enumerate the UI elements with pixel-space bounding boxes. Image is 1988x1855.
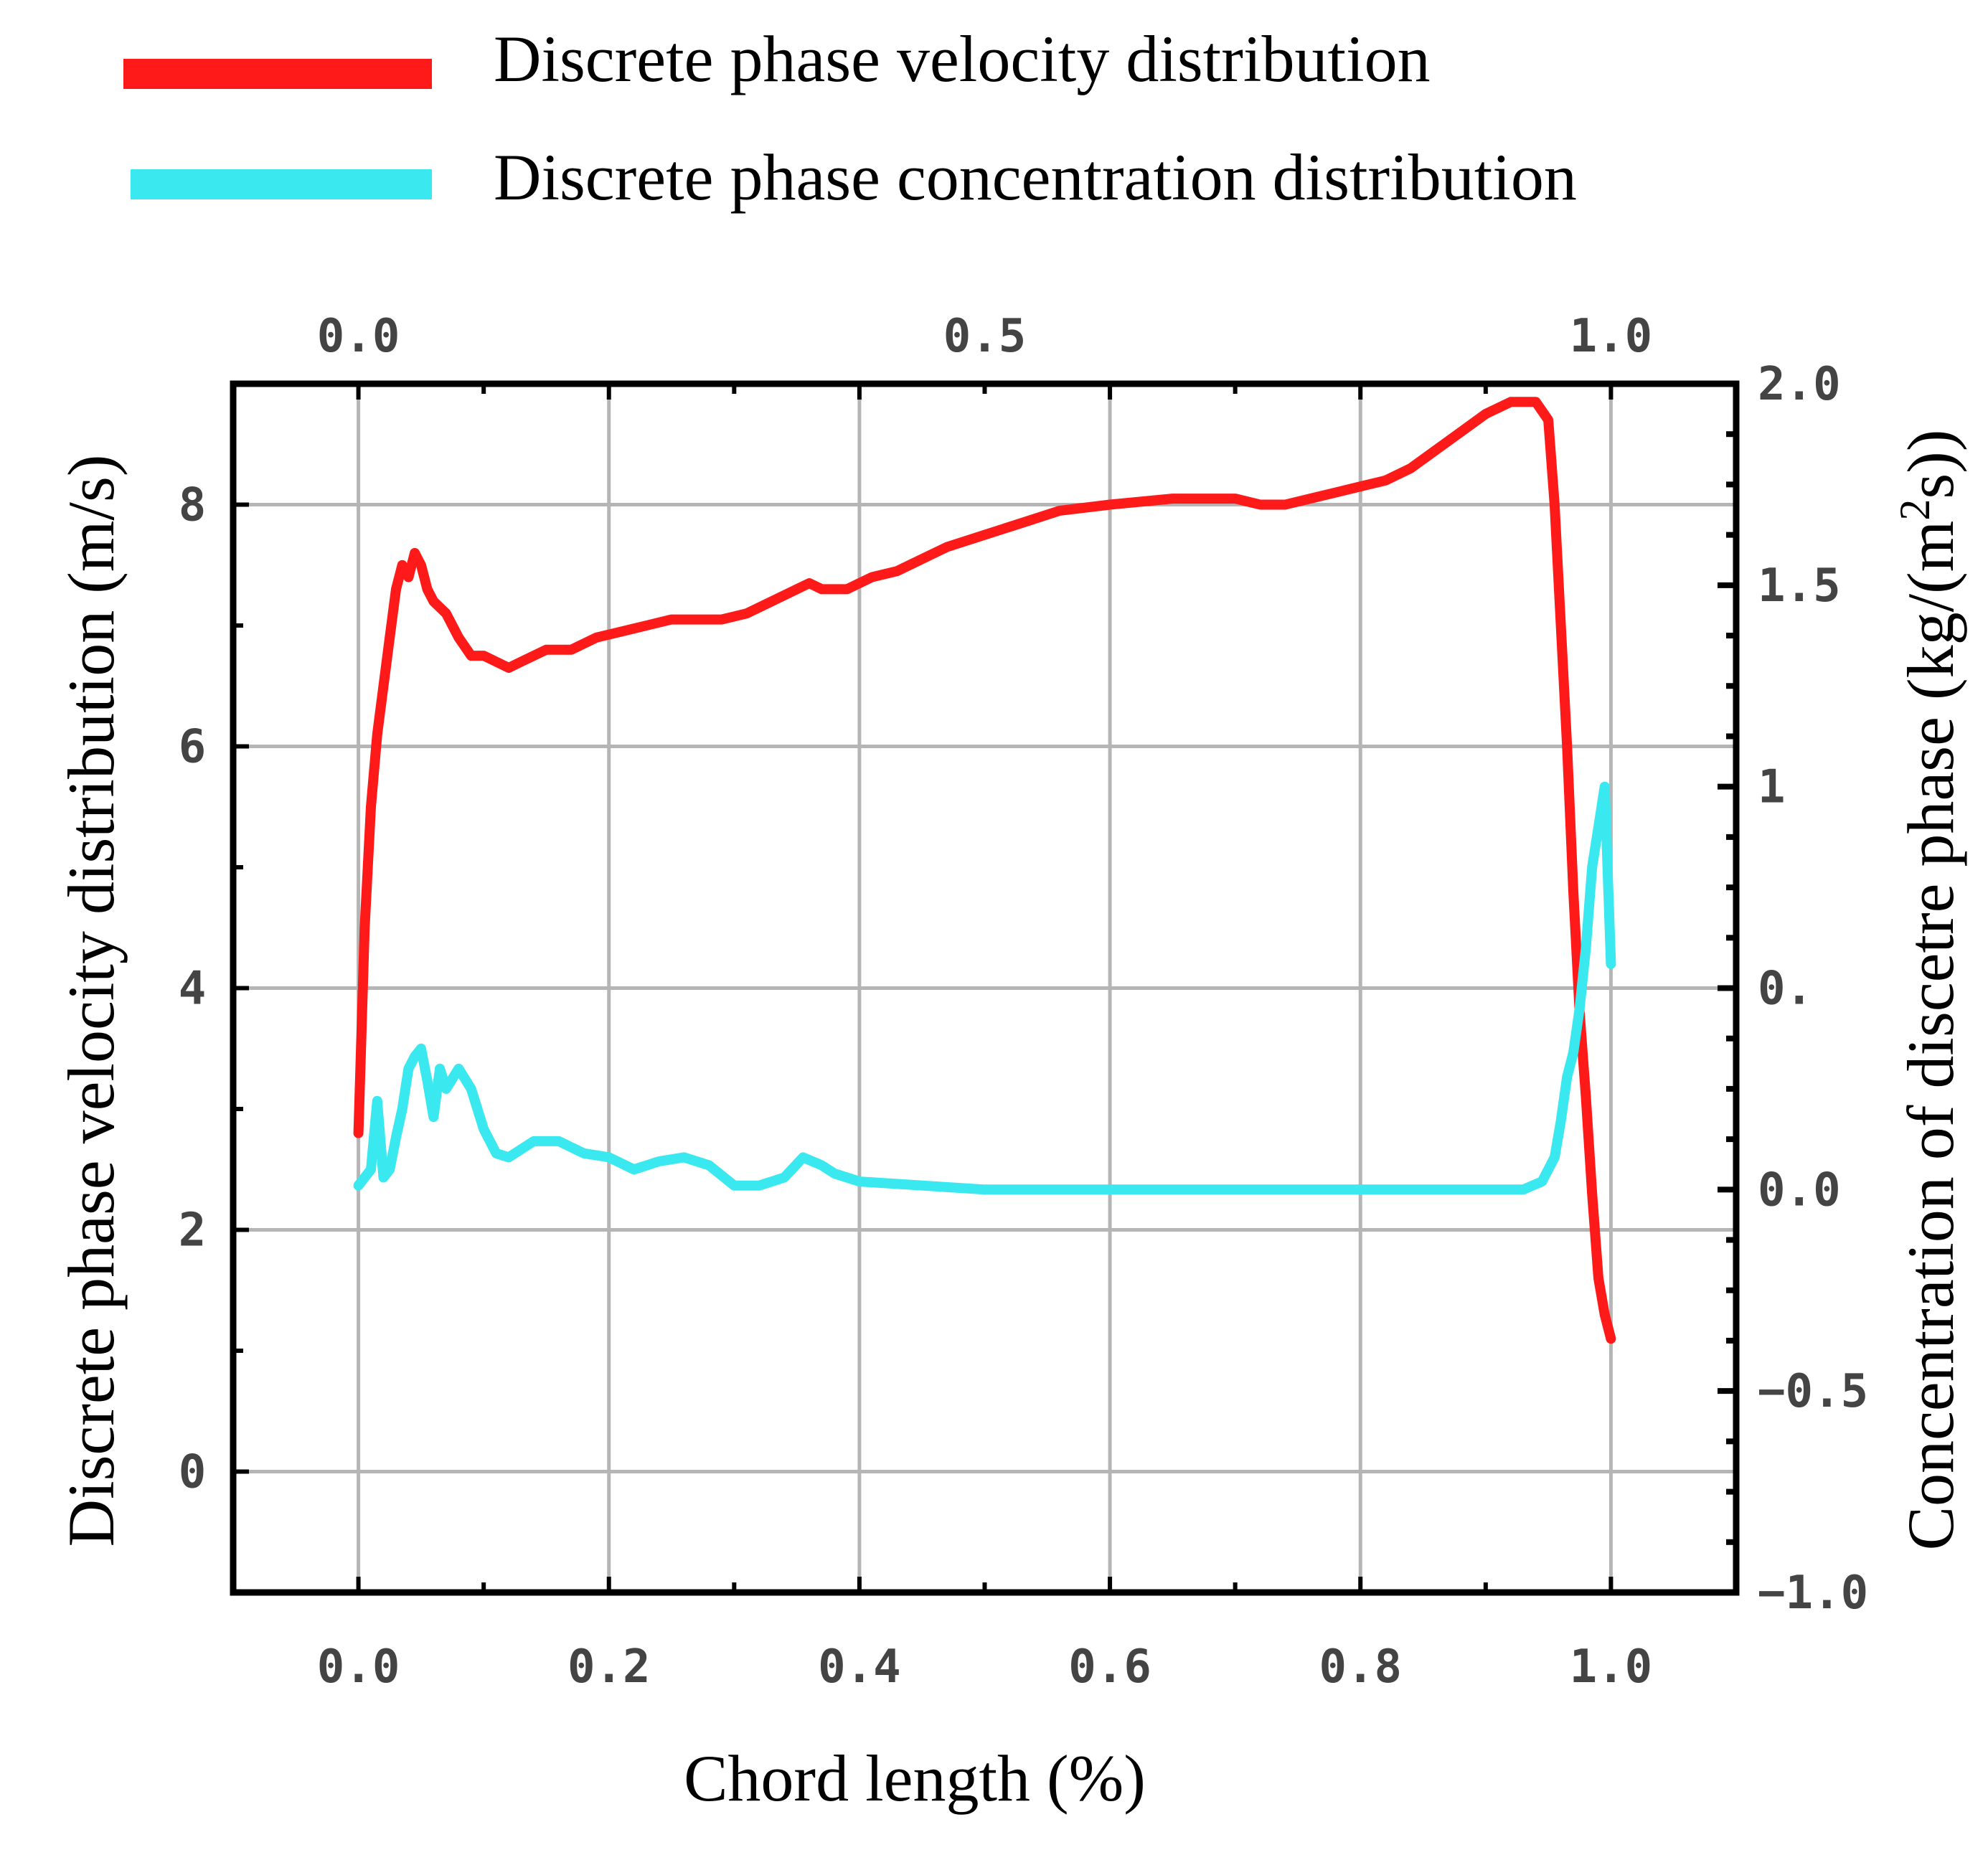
y2-tick-label: −1.0 [1758, 1567, 1868, 1620]
y-tick-label: 2 [179, 1204, 207, 1257]
y2-axis-title: Concentration of discetre phase (kg/(m2s… [1891, 430, 1967, 1551]
y-axis-title: Discrete phase velocity distribution (m/… [55, 455, 128, 1547]
x-tick-label: 0.8 [1319, 1641, 1402, 1694]
legend: Discrete phase velocity distribution Dis… [123, 22, 1577, 214]
x2-tick-label: 0.5 [943, 310, 1027, 363]
series-line-concentration [353, 781, 1616, 1195]
ticks [231, 381, 1738, 1595]
y2-tick-label: 1.5 [1758, 560, 1841, 613]
y2-tick-label: 0. [1758, 963, 1813, 1016]
grid [233, 384, 1736, 1592]
y-tick-label: 4 [179, 963, 207, 1016]
series [353, 397, 1616, 1344]
y2-tick-label: −0.5 [1758, 1365, 1868, 1418]
x-tick-label: 0.6 [1068, 1641, 1151, 1694]
x-tick-label: 0.2 [567, 1641, 651, 1694]
x-axis-title: Chord length (%) [684, 1742, 1146, 1815]
series-line-velocity [353, 397, 1616, 1344]
x-tick-label: 0.4 [818, 1641, 901, 1694]
y-tick-label: 8 [179, 479, 207, 532]
legend-swatch-concentration [131, 169, 432, 199]
y-tick-label: 0 [179, 1446, 207, 1499]
y2-tick-label: 0.0 [1758, 1163, 1841, 1217]
legend-label-velocity: Discrete phase velocity distribution [494, 22, 1431, 95]
y2-title-prefix: Concentration of discetre phase (kg/(m [1894, 521, 1967, 1551]
y2-title-sup: 2 [1891, 499, 1938, 521]
tick-labels: 0.0 0.2 0.4 0.6 0.8 1.0 0.0 0.5 1.0 0 2 4 6 8 −1.0 −0.5… [179, 310, 1868, 1694]
y2-tick-label: 2.0 [1758, 358, 1841, 411]
x2-tick-label: 0.0 [317, 310, 400, 363]
x-tick-label: 0.0 [317, 1641, 400, 1694]
legend-label-concentration: Discrete phase concentration distributio… [494, 141, 1577, 214]
legend-swatch-velocity [123, 59, 432, 89]
x2-tick-label: 1.0 [1570, 310, 1653, 363]
x-tick-label: 1.0 [1570, 1641, 1653, 1694]
y-tick-label: 6 [179, 721, 207, 774]
y2-title-suffix: s)) [1894, 430, 1967, 499]
y2-tick-label: 1 [1758, 761, 1786, 814]
